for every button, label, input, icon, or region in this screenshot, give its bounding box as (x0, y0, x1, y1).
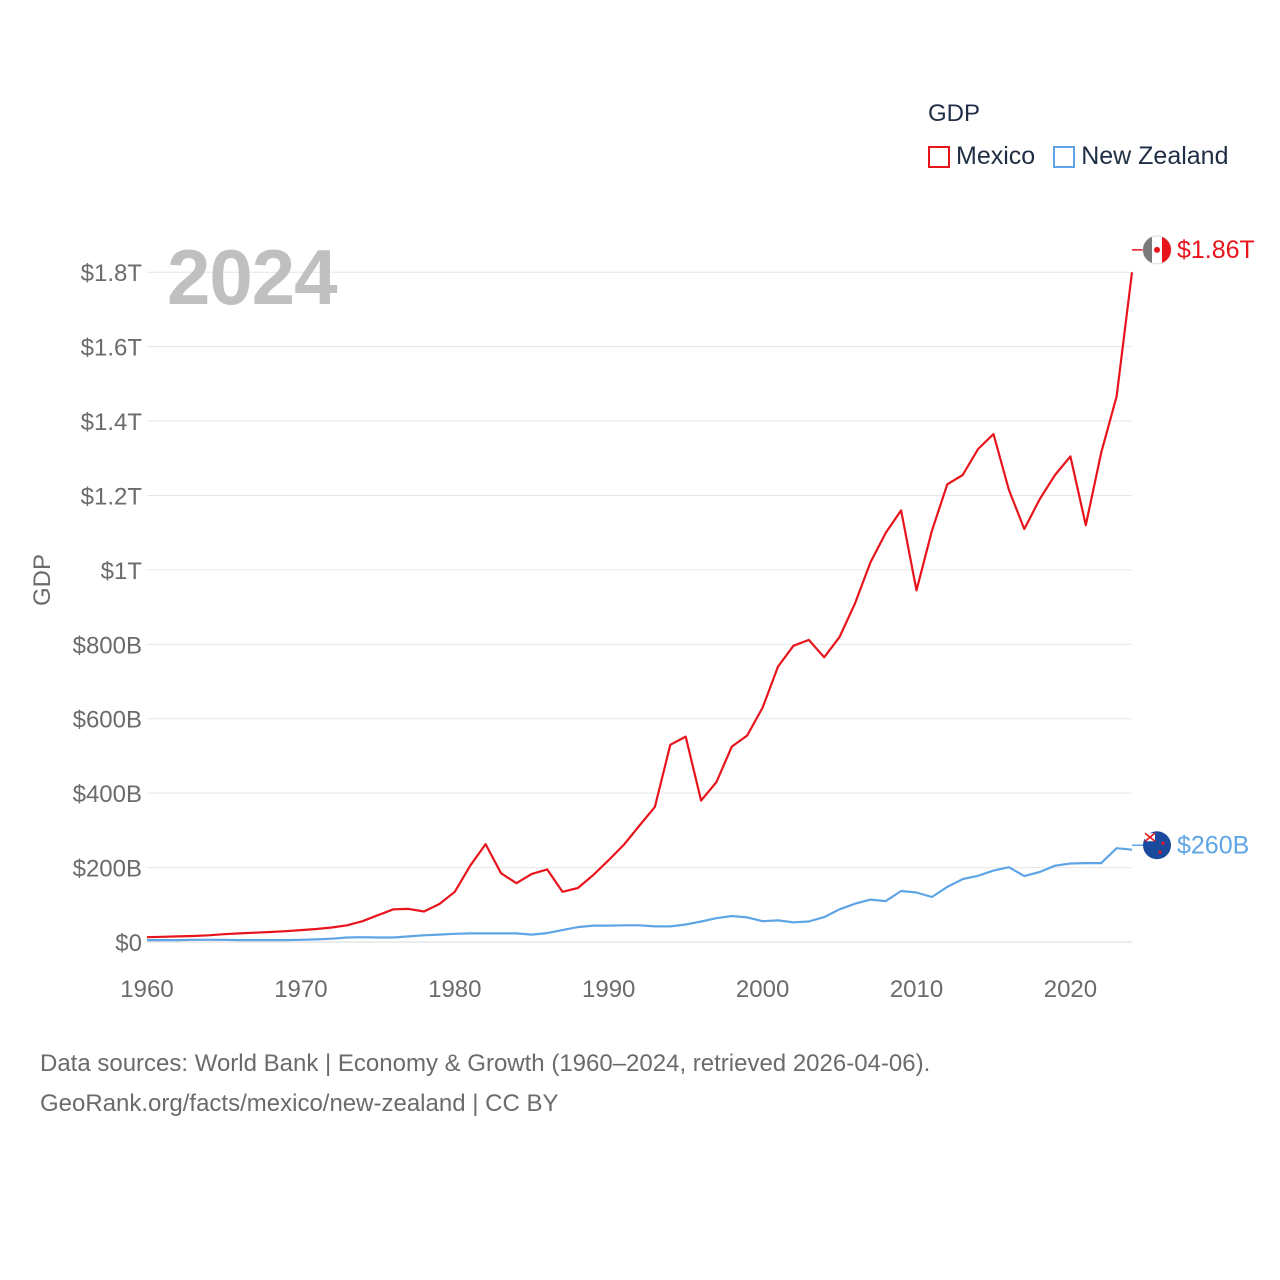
data-source-note: Data sources: World Bank | Economy & Gro… (40, 1044, 930, 1124)
year-watermark: 2024 (167, 233, 338, 321)
y-tick-label: $1.6T (81, 335, 143, 362)
gridlines (147, 271, 1132, 943)
end-label-new-zealand: $260B (1177, 831, 1249, 859)
source-line-2[interactable]: GeoRank.org/facts/mexico/new-zealand | C… (40, 1090, 559, 1117)
y-tick-label: $1.8T (81, 260, 143, 287)
x-tick-label: 2000 (736, 976, 789, 1003)
series-line-new-zealand (147, 847, 1133, 942)
x-axis-tick-labels: 1960 1970 1980 1990 2000 2010 2020 (120, 976, 1097, 1003)
series-end-labels: $1.86T $260B (1132, 235, 1255, 860)
legend-swatch-new-zealand (1053, 145, 1076, 168)
flag-star (1158, 850, 1162, 854)
y-tick-label: $600B (73, 707, 142, 734)
flag-left-band (1143, 236, 1152, 263)
flag-star (1161, 841, 1165, 845)
legend: Mexico New Zealand (928, 142, 1229, 171)
legend-item-new-zealand[interactable]: New Zealand (1053, 142, 1229, 171)
mexico-flag-icon (1142, 235, 1172, 265)
legend-item-mexico[interactable]: Mexico (928, 142, 1035, 171)
x-tick-label: 1990 (582, 976, 635, 1003)
new-zealand-flag-icon (1143, 831, 1171, 860)
legend-label-new-zealand: New Zealand (1081, 142, 1229, 170)
x-tick-label: 2020 (1044, 976, 1097, 1003)
flag-right-band (1162, 236, 1171, 263)
x-tick-label: 1960 (120, 976, 173, 1003)
y-axis-tick-labels: $0 $200B $400B $600B $800B $1T $1.2T $1.4T $1.6T… (73, 260, 143, 957)
flag-emblem (1154, 246, 1160, 253)
y-tick-label: $200B (73, 856, 142, 883)
series-line-mexico (146, 272, 1134, 939)
end-label-mexico: $1.86T (1177, 236, 1255, 264)
y-tick-label: $1.4T (81, 409, 143, 436)
x-tick-label: 2010 (890, 976, 943, 1003)
y-tick-label: $1T (101, 558, 143, 585)
y-tick-label: $800B (73, 632, 142, 659)
x-tick-label: 1980 (428, 976, 481, 1003)
y-tick-label: $1.2T (81, 483, 143, 510)
x-tick-label: 1970 (274, 976, 327, 1003)
series-lines (146, 272, 1134, 942)
y-axis-label: GDP (29, 554, 56, 606)
legend-title: GDP (928, 100, 981, 127)
legend-swatch-mexico (928, 145, 950, 168)
y-tick-label: $400B (73, 781, 142, 808)
flag-cross (1144, 832, 1156, 842)
source-line-1: Data sources: World Bank | Economy & Gro… (40, 1050, 931, 1077)
legend-label-mexico: Mexico (956, 142, 1036, 170)
y-tick-label: $0 (115, 930, 142, 957)
